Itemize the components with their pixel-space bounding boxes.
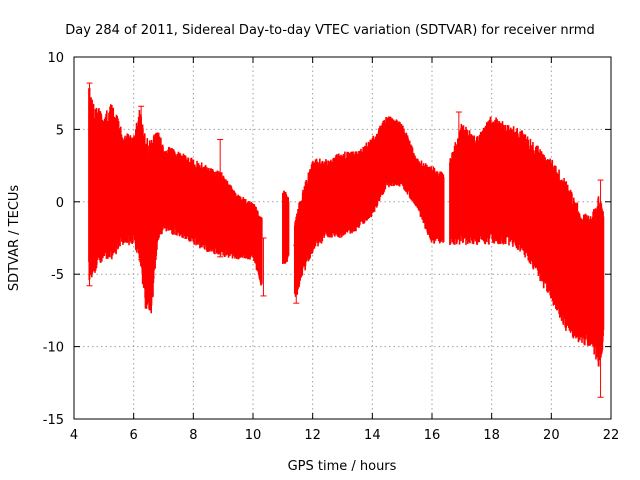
x-axis-label: GPS time / hours (288, 459, 397, 474)
x-tick-label: 10 (245, 428, 262, 443)
x-tick-label: 20 (543, 428, 560, 443)
x-tick-label: 14 (364, 428, 381, 443)
x-tick-label: 18 (483, 428, 500, 443)
x-tick-label: 8 (189, 428, 197, 443)
data-series (86, 82, 605, 398)
x-tick-label: 12 (304, 428, 321, 443)
plot-frame (73, 56, 612, 420)
y-tick-label: -5 (51, 268, 64, 283)
tick-labels: 4 6 8 10 12 14 16 18 20 22 -15 -10 -5 0 5 10 (43, 51, 620, 443)
y-tick-label: -15 (43, 413, 64, 428)
x-tick-label: 22 (603, 428, 620, 443)
x-tick-label: 16 (424, 428, 441, 443)
y-tick-label: 5 (56, 123, 64, 138)
y-tick-label: 0 (56, 196, 64, 211)
y-tick-label: -10 (43, 341, 64, 356)
y-axis-label: SDTVAR / TECUs (7, 185, 22, 292)
chart-title: Day 284 of 2011, Sidereal Day-to-day VTE… (65, 23, 594, 38)
x-tick-label: 6 (130, 428, 138, 443)
y-tick-label: 10 (47, 51, 64, 66)
x-tick-label: 4 (70, 428, 78, 443)
